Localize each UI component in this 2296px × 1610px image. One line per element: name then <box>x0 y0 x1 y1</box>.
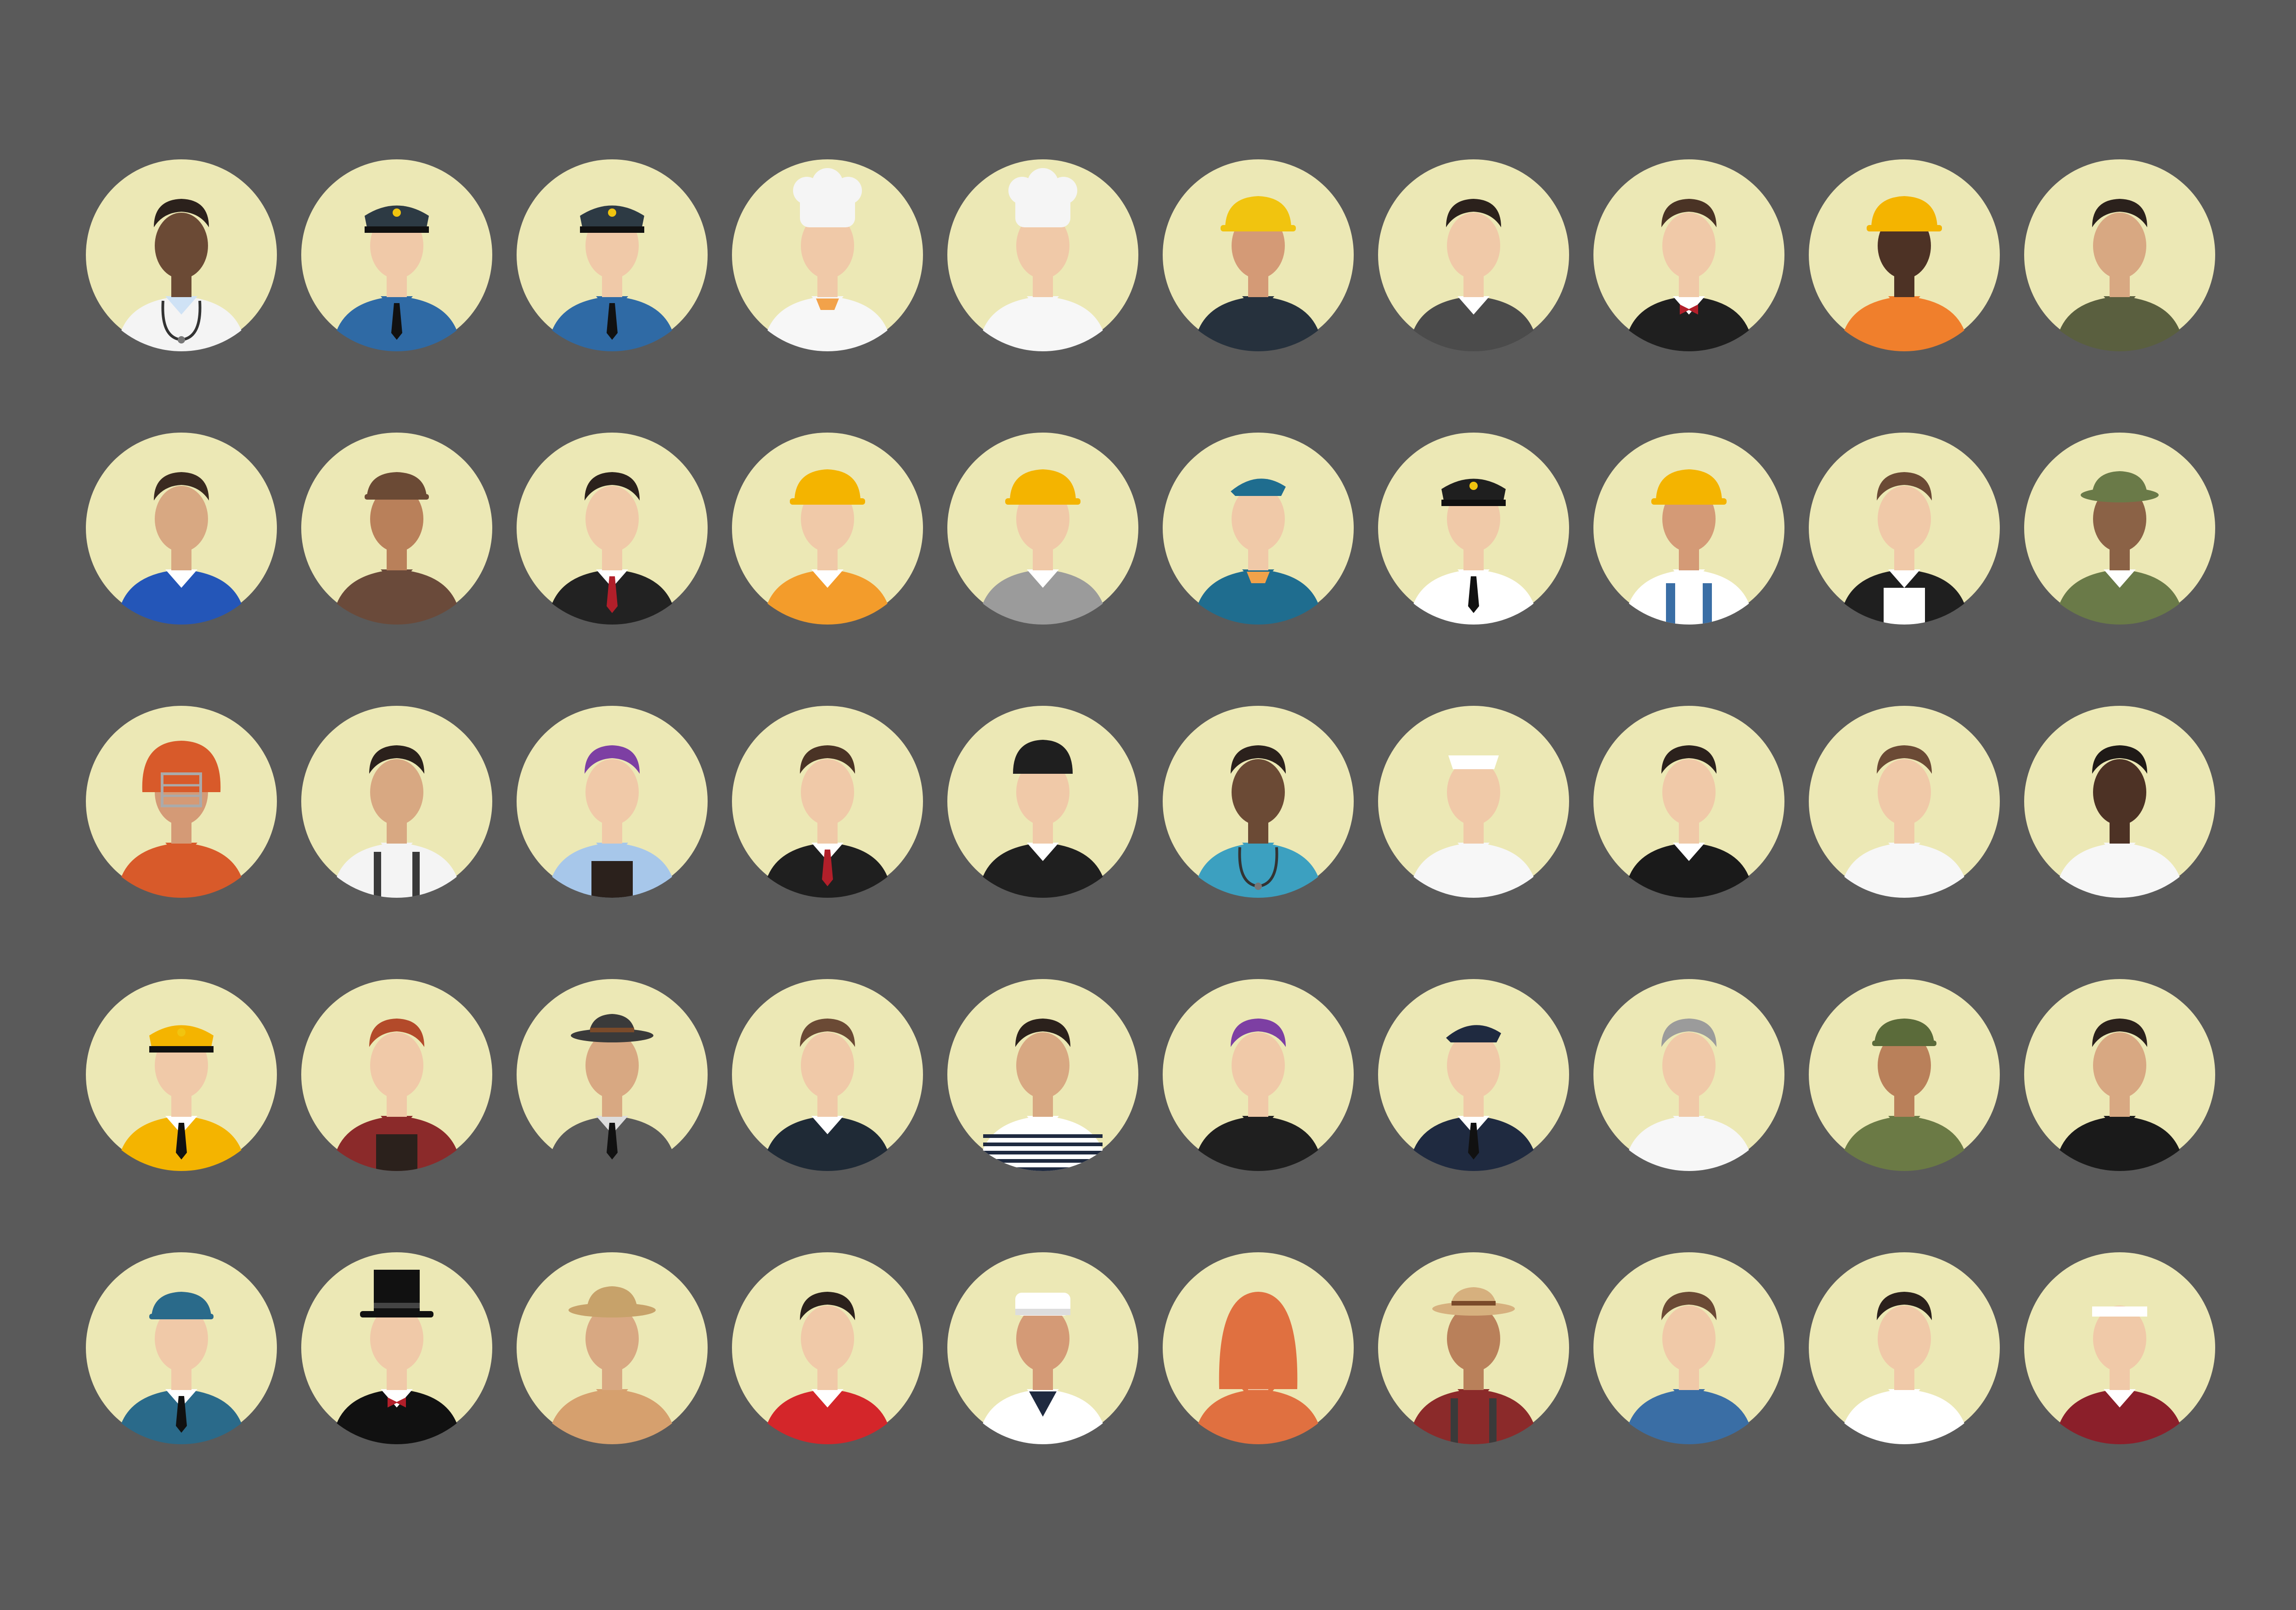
avatar-air-force-officer <box>1377 978 1570 1171</box>
avatar-receptionist <box>1808 1251 2001 1444</box>
avatar-bodybuilder <box>2023 978 2216 1171</box>
avatar-scientist <box>1593 978 1785 1171</box>
avatar-soldier <box>2023 432 2216 625</box>
avatar-waiter <box>1593 158 1785 351</box>
avatar-artist <box>516 705 709 898</box>
avatar-captain <box>85 978 278 1171</box>
avatar-mechanic <box>85 432 278 625</box>
avatar-flight-attendant <box>1162 432 1355 625</box>
avatar-football-player <box>85 705 278 898</box>
avatar-medical-staff-male <box>2023 705 2216 898</box>
avatar-detective <box>516 978 709 1171</box>
avatar-farmer <box>300 432 493 625</box>
avatar-medical-staff-female <box>1808 705 2001 898</box>
avatar-postman <box>85 1251 278 1444</box>
avatar-maid <box>1808 432 2001 625</box>
avatar-designer <box>1162 978 1355 1171</box>
avatar-tennis-player <box>2023 1251 2216 1444</box>
avatar-police-officer-female <box>516 158 709 351</box>
avatar-teacher <box>1593 1251 1785 1444</box>
avatar-businessman <box>516 432 709 625</box>
avatar-judge <box>1593 705 1785 898</box>
avatar-pilot <box>1377 432 1570 625</box>
avatar-builder <box>1593 432 1785 625</box>
avatar-jockey <box>946 705 1139 898</box>
avatar-chef-male <box>731 158 924 351</box>
avatar-waitress <box>300 978 493 1171</box>
avatar-army-officer <box>2023 158 2216 351</box>
avatar-businesswoman <box>731 978 924 1171</box>
avatar-magician <box>300 1251 493 1444</box>
avatar-call-center-agent <box>731 705 924 898</box>
avatar-engineer <box>731 432 924 625</box>
avatar-explorer <box>516 1251 709 1444</box>
avatar-sailor <box>946 978 1139 1171</box>
avatar-doctor <box>85 158 278 351</box>
avatar-female-engineer <box>946 432 1139 625</box>
avatar-navy-sailor <box>946 1251 1139 1444</box>
avatar-gardener <box>1377 1251 1570 1444</box>
avatar-camouflage-soldier <box>1808 978 2001 1171</box>
avatar-firefighter <box>1162 158 1355 351</box>
avatar-hipster <box>300 705 493 898</box>
avatar-chef-female <box>946 158 1139 351</box>
avatar-nurse <box>1377 705 1570 898</box>
avatar-police-officer-male <box>300 158 493 351</box>
avatar-bartender <box>1377 158 1570 351</box>
avatar-hijab-woman <box>1162 1251 1355 1444</box>
avatar-nurse-female <box>1162 705 1355 898</box>
avatar-cashier <box>731 1251 924 1444</box>
avatar-construction-worker <box>1808 158 2001 351</box>
